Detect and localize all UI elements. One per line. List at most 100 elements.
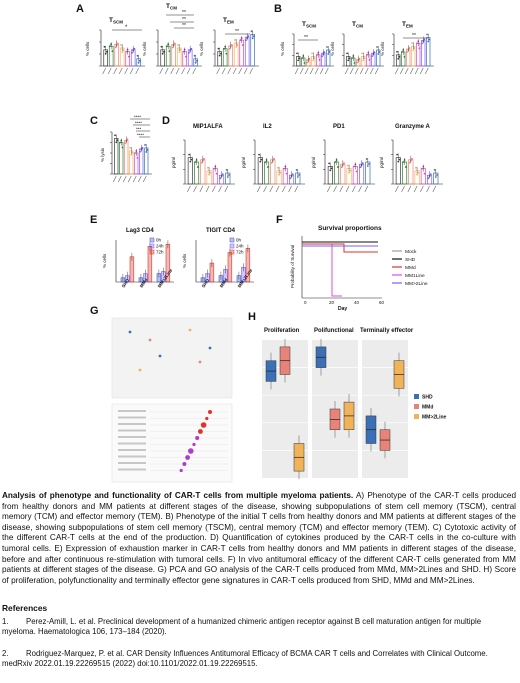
panel-a-2-point [247, 35, 250, 38]
panel-a-2-x-tick-label [249, 67, 253, 75]
panel-d-3-point [433, 169, 436, 171]
panel-d-0-x-tick-label [205, 185, 210, 193]
panel-d-2-point [340, 166, 343, 169]
panel-c-point [129, 147, 131, 149]
figure-caption: Analysis of phenotype and functionality … [2, 491, 516, 586]
panel-f-legend-label: MM>2Line [405, 281, 428, 287]
panel-b-2-point [418, 47, 421, 50]
panel-h-legend-label: MM>2Line [422, 415, 447, 421]
reference-number: 2. [2, 649, 9, 658]
panel-b-0-x-tick-label [324, 67, 329, 75]
panel-a-1-x-tick-label [181, 67, 185, 75]
panel-d-1-bar [264, 161, 270, 185]
panel-a-0-point [116, 42, 119, 45]
panel-b-1-point [358, 57, 361, 60]
panel-a-2-point [219, 52, 222, 55]
panel-d-1-point [270, 161, 273, 164]
panel-a-1-point [161, 52, 164, 55]
panel-d-2-point [361, 162, 364, 165]
panel-f-title: Survival proportions [318, 225, 382, 232]
panel-d-2-x-tick-label [327, 185, 331, 193]
panel-c-point [141, 146, 144, 149]
panel-a-0-point [125, 50, 128, 53]
panel-d-1-point [264, 161, 267, 163]
panel-d-1-x-tick-label [269, 185, 274, 193]
panel-b-0-point [327, 53, 330, 55]
panel-g-pca-point [138, 368, 142, 372]
panel-d-3-point [436, 174, 438, 176]
panel-d-ylabel: pg/ml [171, 157, 176, 168]
panel-d-1-point [259, 160, 262, 163]
panel-d-1-point [283, 167, 286, 170]
panel-b-0-point [316, 53, 318, 56]
panel-f-x-tick: 40 [354, 300, 360, 305]
panel-d-0-point [215, 172, 218, 175]
panel-e-x-label: MMd [219, 277, 229, 288]
panel-c-x-tick-label [112, 175, 117, 183]
panel-a-0-point [133, 47, 136, 50]
panel-d-1-point [298, 174, 300, 176]
panel-c-stars: **** [134, 115, 141, 120]
panel-a-1-x-tick-label [170, 67, 174, 75]
panel-e-legend-label: 0h [236, 238, 242, 243]
reference-number: 1. [2, 617, 9, 626]
panel-b-0-point [323, 51, 326, 54]
panel-a-0-point [114, 46, 117, 49]
panel-c-bar [124, 140, 129, 175]
panel-b-0-point [296, 52, 298, 55]
panel-b-2-point [412, 49, 415, 52]
panel-e-label: E [90, 214, 97, 226]
panel-c-label: C [90, 115, 98, 127]
panel-b-title-1: TCM [352, 21, 363, 29]
panel-c-x-tick-label [117, 175, 122, 183]
panel-d-2-point [334, 161, 337, 163]
panel-b-1-point [356, 61, 358, 64]
panel-d-0-point [196, 166, 199, 168]
panel-c-stars: **** [137, 133, 144, 138]
panel-a-2-bar [244, 36, 250, 67]
panel-d-2-x-tick-label [352, 185, 356, 193]
panel-a-1-point [188, 51, 190, 54]
panel-d-2-point [343, 162, 345, 165]
panel-b-1-point [376, 46, 378, 48]
panel-g-go-point [192, 442, 196, 447]
panel-d-0-point [194, 161, 197, 163]
panel-b-2-point [426, 33, 428, 36]
panel-c-stars: *** [136, 127, 142, 132]
panel-b-0-x-tick-label [319, 67, 324, 75]
panel-g-go-point [179, 468, 183, 473]
panel-g-pca-point [148, 338, 152, 342]
panel-d-3-x-tick-label [407, 185, 412, 193]
panel-e-x-label: SHD [121, 277, 131, 288]
panel-f-x-tick: 60 [379, 300, 385, 305]
panel-d-2-point [353, 165, 356, 168]
panel-b-2-point [416, 42, 418, 45]
caption-body: A) Phenotype of the CAR-T cells produced… [2, 491, 516, 585]
panel-d-3-point [429, 173, 432, 176]
panel-h-title-1: Polifunctional [314, 328, 354, 334]
panel-d-3-point [423, 172, 426, 175]
panel-a-2-bar [239, 39, 244, 67]
panel-d-2-point [346, 164, 349, 167]
panel-g-go-term [118, 416, 146, 419]
panel-b-2-x-tick-label [419, 67, 424, 75]
panel-b-2-point [398, 55, 401, 58]
panel-a-1-point [194, 61, 197, 64]
panel-a-title-2: TEM [223, 17, 234, 25]
panel-b-2-point [411, 42, 413, 45]
panel-b-2-x-tick-label [424, 67, 429, 75]
panel-b-0-point [318, 58, 321, 61]
reference-1: 1. Perez-Amill, L. et al. Preclinical dev… [2, 617, 516, 637]
panel-b-title-2: TEM [402, 21, 413, 29]
panel-a-0-point [136, 54, 139, 57]
panel-b-1-x-tick-label [364, 67, 369, 75]
panel-a-1-x-tick-label [164, 67, 169, 75]
panel-d-3-x-tick-label [401, 185, 405, 193]
panel-c-point [119, 141, 121, 144]
panel-c-point [139, 150, 141, 153]
panel-c-x-tick-label [142, 175, 147, 183]
panel-g-go-term [118, 423, 146, 425]
panel-a-2-point [236, 44, 239, 46]
panel-b-1-x-tick-label [354, 67, 359, 75]
panel-g-pca-point [158, 354, 162, 358]
